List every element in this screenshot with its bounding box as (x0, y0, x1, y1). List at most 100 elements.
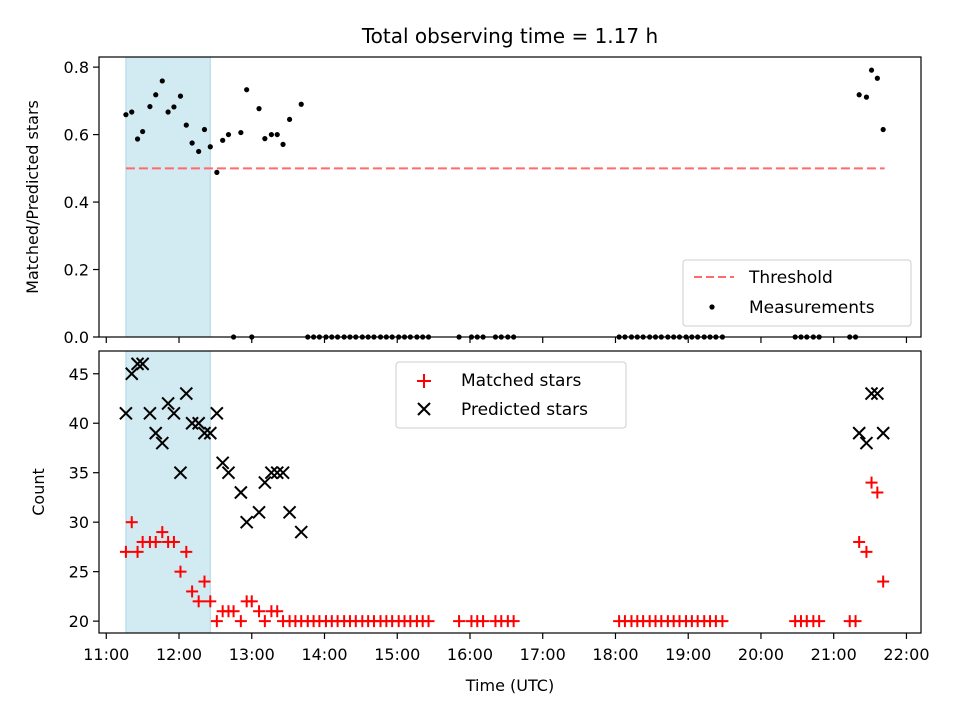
matched-point (853, 535, 866, 548)
x-tick-label: 18:00 (592, 645, 638, 664)
matched-point (245, 595, 258, 608)
matched-point (149, 535, 162, 548)
matched-point (167, 535, 180, 548)
predicted-point (258, 475, 272, 490)
count-y-tick-label: 30 (69, 513, 89, 532)
matched-legend-label: Matched stars (461, 371, 581, 391)
measurement-point (183, 122, 189, 128)
count-shaded-span (125, 350, 211, 634)
measurement-point (262, 136, 268, 142)
predicted-point (870, 386, 885, 401)
measurement-point (268, 131, 275, 138)
predicted-point (155, 436, 169, 450)
predicted-point (264, 465, 279, 480)
matched-point (210, 615, 223, 628)
x-tick-label: 16:00 (447, 645, 493, 664)
ratio-plot-frame (98, 56, 922, 338)
measurement-point (238, 129, 244, 136)
measurement-point (189, 140, 195, 146)
count-y-tick-label: 20 (69, 612, 89, 631)
predicted-point (179, 386, 193, 401)
predicted-point (130, 357, 145, 371)
count-y-tick-label: 25 (69, 563, 89, 582)
x-tick-label: 19:00 (665, 645, 711, 664)
measurement-point (201, 126, 208, 133)
ratio-y-tick-label: 0.6 (64, 126, 89, 145)
measurement-point (171, 104, 177, 110)
predicted-legend-label: Predicted stars (461, 400, 588, 420)
count-y-tick-label: 45 (69, 365, 89, 384)
predicted-point (282, 505, 297, 519)
measurement-point (123, 112, 129, 118)
measurement-point (286, 116, 293, 123)
measurement-point (280, 141, 286, 147)
matched-point (716, 615, 729, 628)
matched-point (204, 595, 217, 608)
matched-point (180, 545, 193, 558)
ratio-shaded-span (125, 56, 211, 338)
measurements-legend-label: Measurements (749, 298, 875, 318)
ratio-y-tick-label: 0.8 (64, 58, 89, 77)
matched-point (477, 615, 490, 628)
matched-point (871, 486, 884, 499)
predicted-point (119, 406, 133, 421)
measurement-point (177, 93, 184, 99)
predicted-point (252, 505, 266, 519)
x-tick-label: 20:00 (738, 645, 784, 664)
matched-point (271, 605, 284, 618)
matched-point (860, 545, 873, 558)
measurement-point (880, 126, 886, 133)
predicted-point (185, 416, 199, 430)
predicted-point (197, 426, 212, 440)
matched-point (119, 545, 132, 558)
measurement-point (220, 137, 226, 143)
predicted-point (859, 436, 874, 450)
matched-point (234, 615, 247, 628)
predicted-point (143, 406, 157, 421)
matched-point (813, 615, 826, 628)
measurement-point (165, 109, 171, 115)
matched-legend-marker (417, 374, 431, 388)
ratio-y-tick-label: 0.0 (64, 328, 89, 347)
count-y-axis-label: Count (29, 468, 48, 516)
predicted-point (852, 426, 866, 440)
measurement-point (225, 131, 232, 138)
x-tick-label: 11:00 (83, 645, 129, 664)
measurement-point (196, 148, 202, 155)
matched-point (865, 476, 878, 489)
ratio-y-tick-label: 0.4 (64, 193, 89, 212)
measurement-point (868, 67, 875, 73)
count-plot-frame (98, 350, 922, 634)
matched-point (192, 595, 205, 608)
ratio-legend-box (682, 259, 912, 327)
measurement-point (274, 131, 280, 138)
matched-point (174, 565, 187, 578)
predicted-point (234, 485, 248, 500)
matched-point (131, 545, 144, 558)
measurement-point (159, 78, 165, 84)
measurements-legend-marker (709, 304, 715, 310)
matched-point (258, 615, 271, 628)
x-tick-label: 12:00 (156, 645, 202, 664)
predicted-point (864, 386, 879, 401)
count-y-tick-label: 35 (69, 464, 89, 483)
x-tick-label: 17:00 (520, 645, 566, 664)
predicted-point (135, 357, 150, 371)
predicted-point (876, 426, 890, 440)
matched-point (253, 605, 266, 618)
x-tick-label: 14:00 (301, 645, 347, 664)
measurement-point (863, 94, 870, 100)
count-panel: 20 25 30 35 40 45 11:00 12:00 13:00 14:00 15:00 16… (29, 350, 930, 695)
predicted-legend-marker (417, 402, 431, 416)
predicted-point (167, 406, 181, 421)
matched-point (186, 585, 199, 598)
predicted-point (215, 456, 230, 470)
measurement-point (256, 106, 262, 112)
predicted-point (210, 406, 224, 421)
measurement-point (874, 75, 880, 81)
measurement-point (129, 109, 135, 115)
predicted-point (276, 465, 290, 480)
count-legend: Matched stars Predicted stars (395, 361, 627, 429)
predicted-point (203, 426, 218, 440)
